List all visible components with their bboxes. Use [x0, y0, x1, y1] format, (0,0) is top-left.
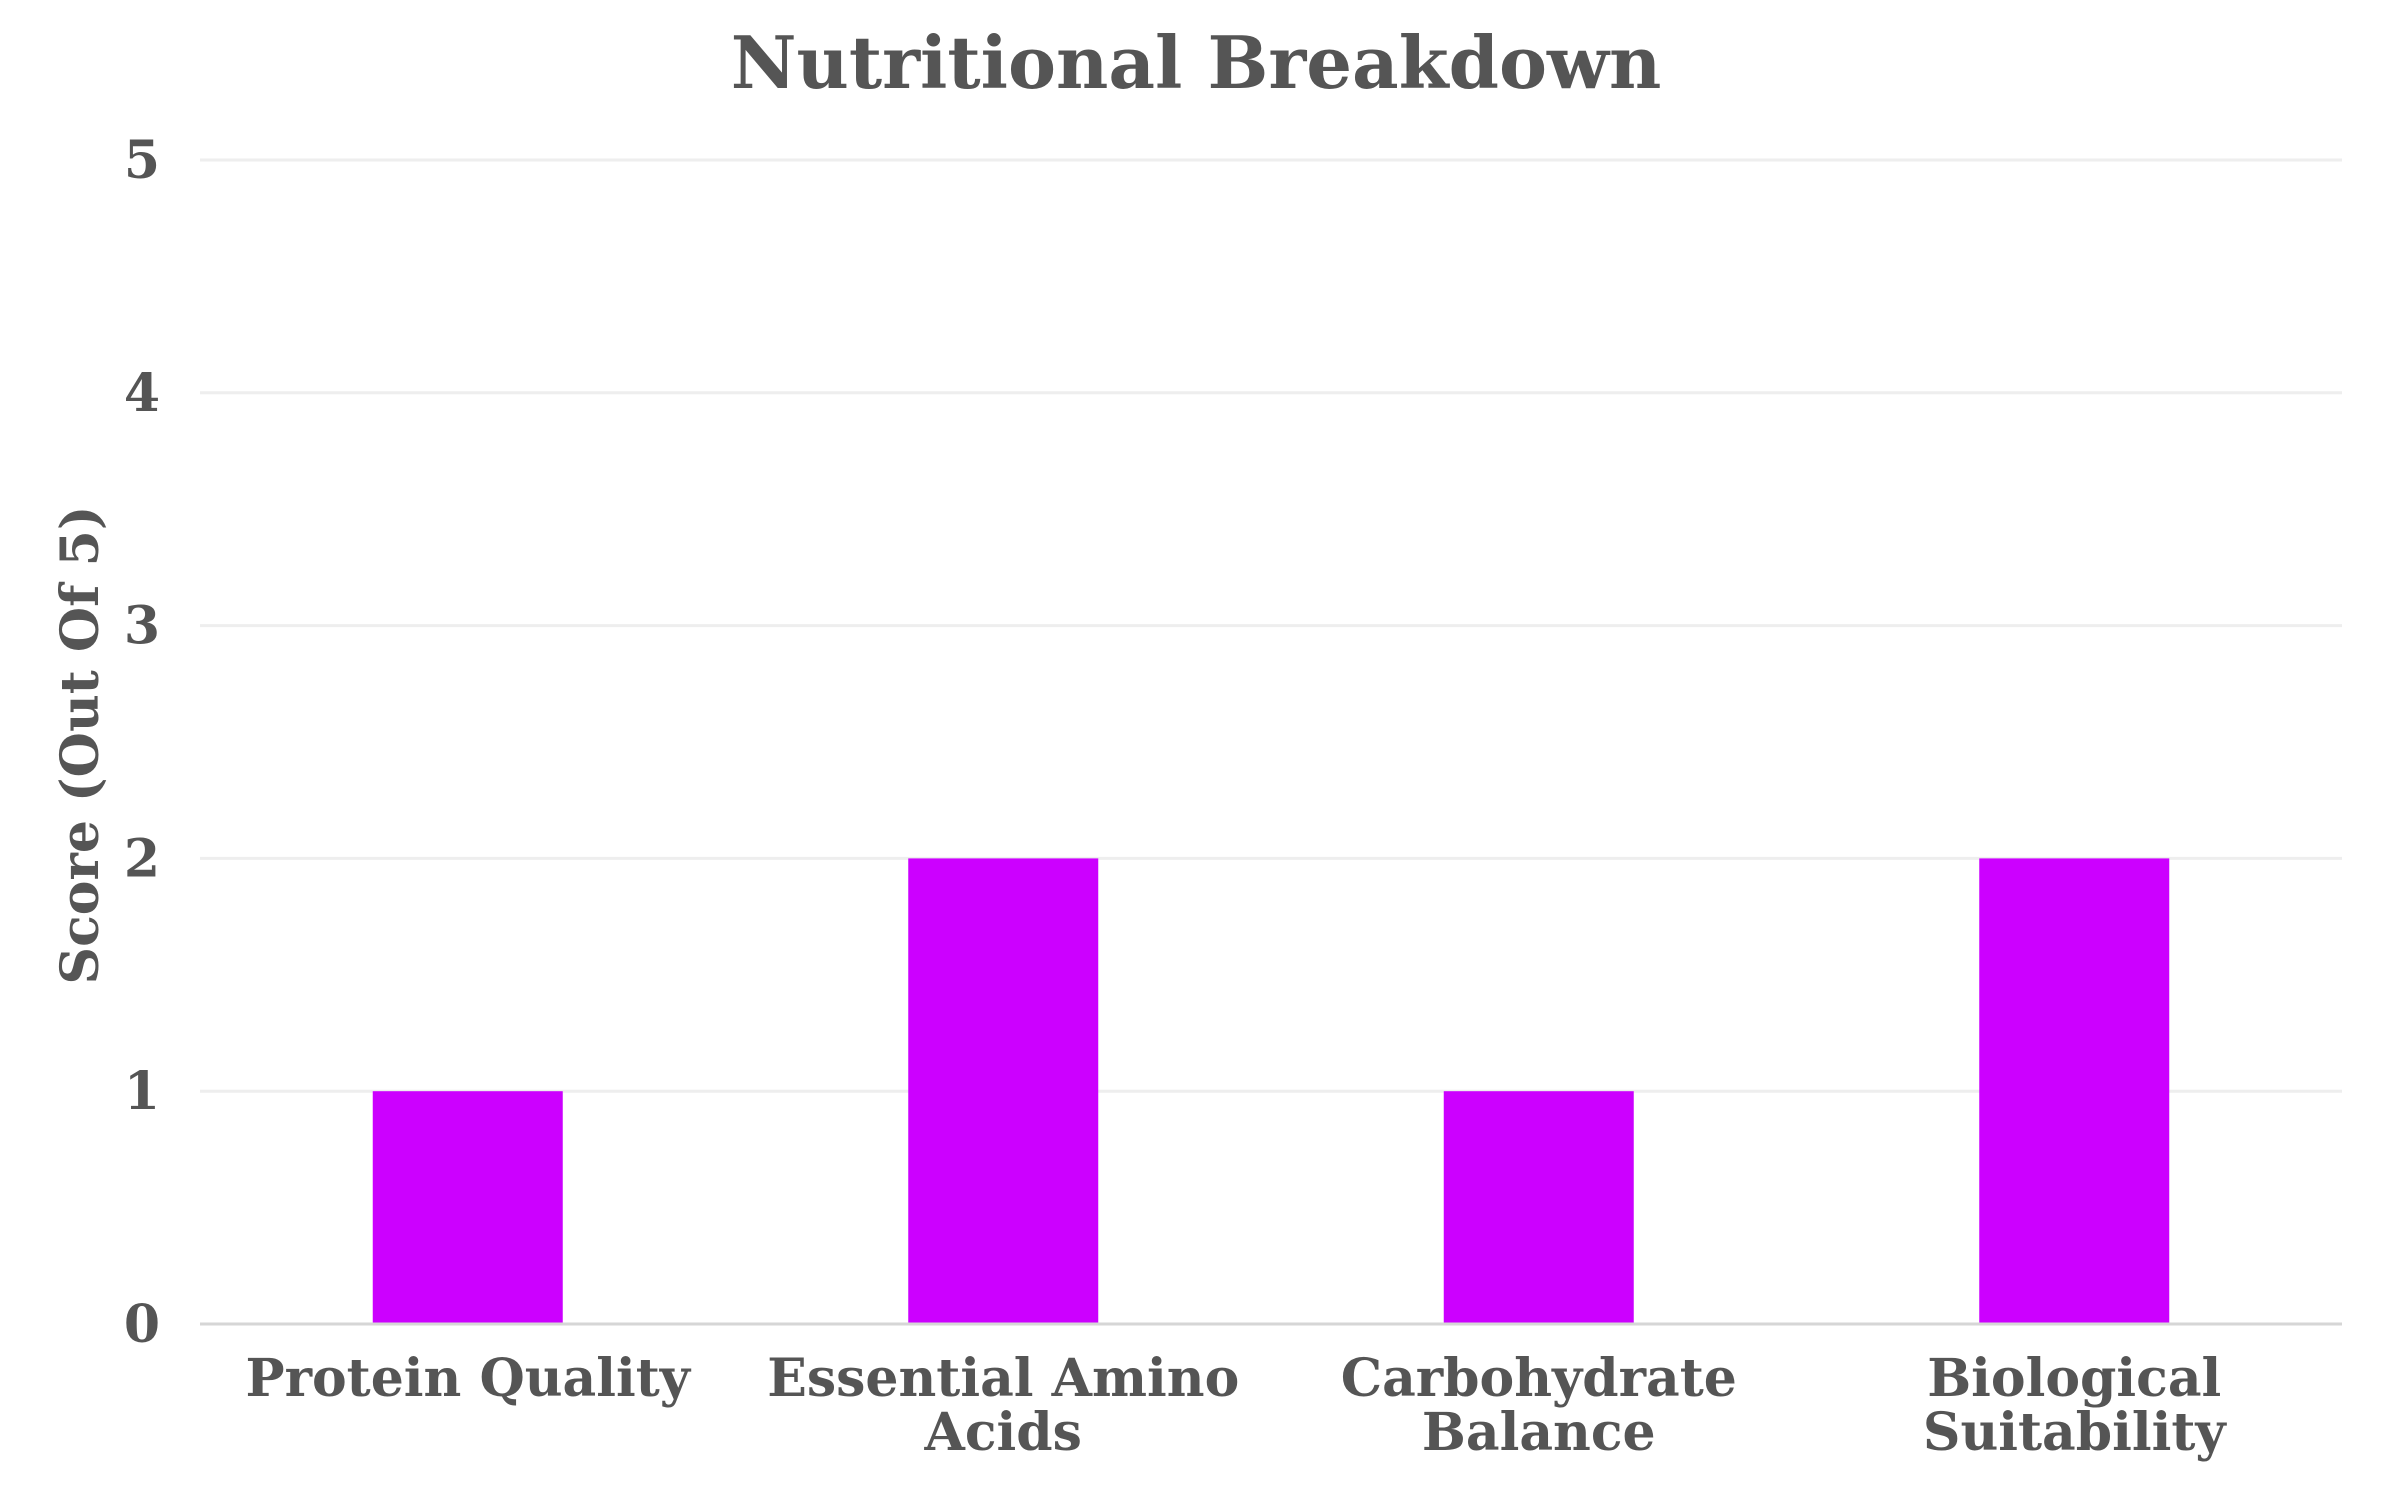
y-axis-label: Score (Out Of 5) — [50, 506, 111, 985]
x-tick-label: Protein Quality — [246, 1348, 692, 1409]
bar — [1979, 858, 2170, 1324]
x-tick-label: Carbohydrate Balance — [1341, 1348, 1737, 1463]
x-tick-label: Biological Suitability — [1923, 1348, 2227, 1463]
x-tick-label-line: Essential Amino — [767, 1348, 1239, 1409]
x-axis-category-labels: Protein Quality Essential Amino Acids Carbo… — [246, 1348, 2228, 1463]
y-tick-label: 3 — [124, 596, 160, 657]
bar — [1443, 1091, 1634, 1324]
x-tick-label-line: Biological — [1927, 1348, 2221, 1409]
x-tick-label-line: Protein Quality — [246, 1348, 692, 1409]
y-tick-label: 0 — [124, 1294, 160, 1355]
x-tick-label-line: Balance — [1422, 1402, 1656, 1463]
y-axis-ticks: 0 1 2 3 4 5 — [124, 130, 160, 1355]
bar — [372, 1091, 563, 1324]
bars — [372, 858, 2170, 1324]
y-tick-label: 4 — [124, 363, 160, 424]
y-tick-label: 5 — [124, 130, 160, 191]
chart-title: Nutritional Breakdown — [731, 20, 1662, 105]
x-tick-label-line: Suitability — [1923, 1402, 2227, 1463]
x-tick-label-line: Carbohydrate — [1341, 1348, 1737, 1409]
y-tick-label: 1 — [124, 1061, 160, 1122]
x-tick-label: Essential Amino Acids — [767, 1348, 1239, 1463]
x-tick-label-line: Acids — [924, 1402, 1082, 1463]
bar — [908, 858, 1099, 1324]
y-tick-label: 2 — [124, 828, 160, 889]
